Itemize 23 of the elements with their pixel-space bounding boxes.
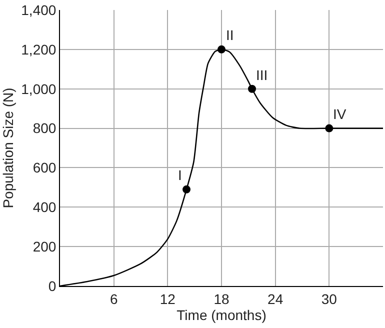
y-tick-label: 800 <box>32 120 56 136</box>
annotation: I <box>178 167 182 183</box>
y-tick-label: 1,000 <box>21 80 56 97</box>
y-axis-title: Population Size (N) <box>0 88 16 208</box>
point <box>248 84 256 93</box>
y-tick-label: 400 <box>32 199 56 216</box>
y-tick-label: 0 <box>48 278 56 294</box>
x-tick-label: 30 <box>321 290 338 307</box>
x-tick-label: 18 <box>214 290 230 307</box>
annotation: II <box>226 27 234 43</box>
y-tick-label: 1,200 <box>21 41 56 58</box>
point <box>325 124 334 132</box>
x-tick-label: 24 <box>268 290 284 307</box>
point <box>182 185 191 194</box>
x-tick-label: 12 <box>160 290 176 307</box>
y-tick-label: 200 <box>32 238 56 254</box>
y-tick-label: 600 <box>32 160 56 176</box>
x-axis-title: Time (months) <box>176 306 266 323</box>
x-tick-label: 6 <box>110 290 118 307</box>
annotation: IV <box>333 106 347 122</box>
point <box>218 45 226 54</box>
y-tick-label: 1,400 <box>21 2 56 18</box>
annotation: III <box>256 67 268 83</box>
